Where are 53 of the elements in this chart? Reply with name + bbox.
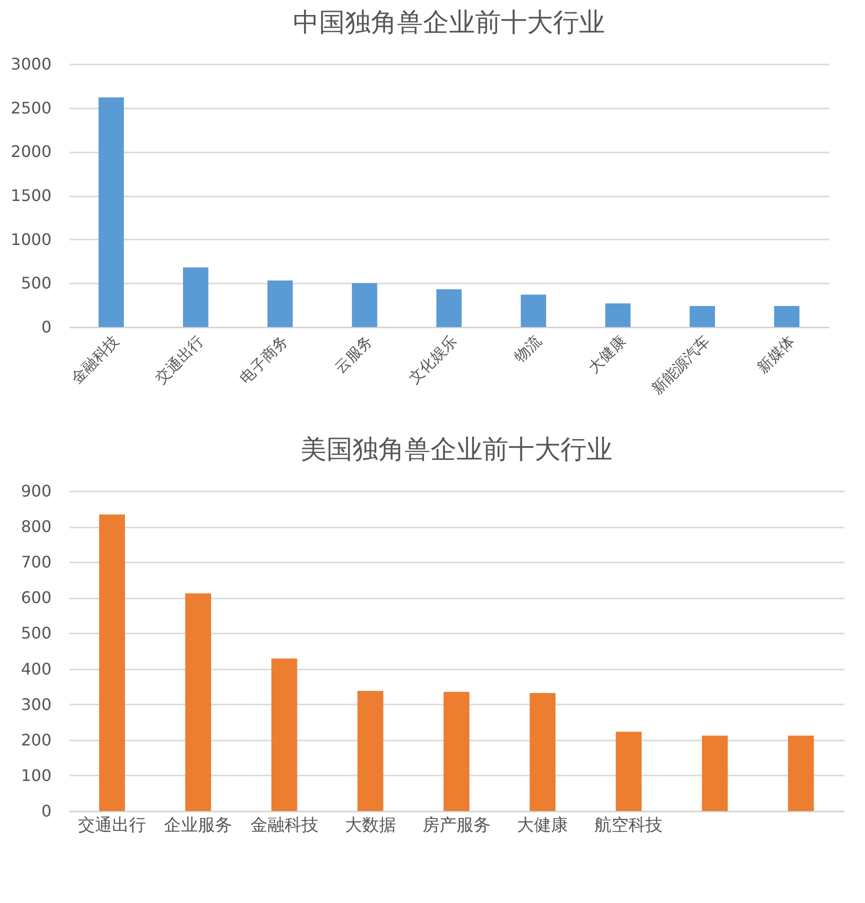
bar xyxy=(702,736,728,811)
bar xyxy=(444,692,470,811)
x-tick-label: 航空科技 xyxy=(594,816,663,836)
y-tick-label: 100 xyxy=(20,766,52,785)
x-tick-label: 新能源汽车 xyxy=(648,332,714,398)
y-tick-label: 1000 xyxy=(10,230,52,249)
x-tick-label: 交通出行 xyxy=(152,332,207,388)
y-tick-label: 0 xyxy=(41,802,52,820)
x-tick-label: 文化娱乐 xyxy=(405,332,460,388)
bar xyxy=(267,280,293,327)
x-tick-label: 交通出行 xyxy=(78,816,146,836)
bar xyxy=(183,267,208,327)
y-tick-label: 2500 xyxy=(10,98,52,118)
y-tick-label: 500 xyxy=(20,624,52,643)
x-tick-label: 大数据 xyxy=(344,816,396,836)
bar xyxy=(788,736,814,811)
x-tick-label: 金融科技 xyxy=(250,816,318,836)
x-tick-label: 新媒体 xyxy=(754,332,798,377)
x-tick-label: 大健康 xyxy=(584,332,630,377)
y-tick-label: 2000 xyxy=(10,142,52,162)
y-tick-label: 200 xyxy=(20,730,52,750)
y-tick-label: 1500 xyxy=(10,186,52,205)
bar xyxy=(605,303,631,327)
bar xyxy=(99,514,125,811)
y-tick-label: 300 xyxy=(20,694,52,714)
x-tick-label: 物流 xyxy=(510,332,545,366)
bar xyxy=(774,306,800,327)
bar xyxy=(616,732,642,811)
chart-title: 美国独角兽企业前十大行业 xyxy=(300,435,612,465)
y-tick-label: 0 xyxy=(41,318,52,336)
bar xyxy=(352,283,378,327)
x-tick-label: 云服务 xyxy=(331,332,376,377)
bar xyxy=(530,692,556,811)
bar xyxy=(436,289,462,327)
bar xyxy=(98,97,124,327)
x-tick-label: 金融科技 xyxy=(67,332,123,388)
y-tick-label: 700 xyxy=(20,552,52,572)
bar xyxy=(271,658,298,811)
bar xyxy=(357,690,384,811)
x-tick-label: 房产服务 xyxy=(422,816,490,836)
y-tick-label: 900 xyxy=(20,482,52,500)
x-tick-label: 企业服务 xyxy=(164,816,232,836)
bar xyxy=(185,593,212,811)
chart-title: 中国独角兽企业前十大行业 xyxy=(293,8,605,38)
y-tick-label: 500 xyxy=(20,274,52,293)
x-tick-label: 大健康 xyxy=(517,816,568,836)
y-tick-label: 600 xyxy=(20,588,52,608)
y-tick-label: 400 xyxy=(20,659,52,678)
y-tick-label: 800 xyxy=(20,517,52,536)
x-tick-label: 电子商务 xyxy=(236,332,292,388)
bar xyxy=(520,294,546,327)
bar xyxy=(690,306,715,327)
y-tick-label: 3000 xyxy=(10,54,52,74)
